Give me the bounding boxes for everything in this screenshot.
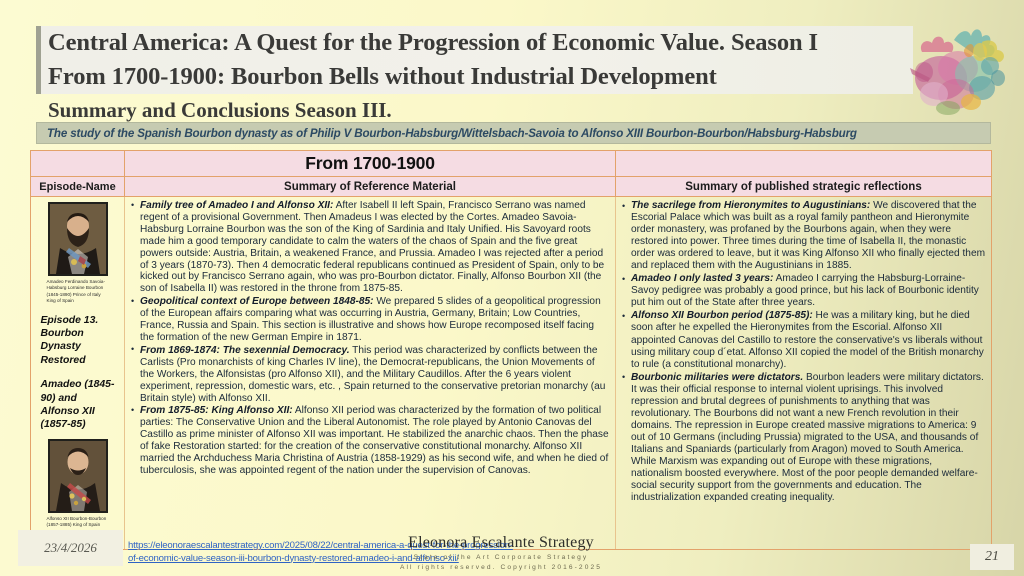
reflection-bullet-body: He was a military king, but he died soon… (631, 310, 984, 370)
column-header-reference-material: Summary of Reference Material (125, 177, 616, 197)
reflection-bullet-lead: Alfonso XII Bourbon period (1875-85): (631, 310, 813, 322)
reference-bullet-body: We prepared 5 slides of a geopolitical p… (140, 296, 601, 343)
reflection-bullet-item: Amadeo I only lasted 3 years: Amadeo I c… (622, 273, 985, 309)
date-box: 23/4/2026 (18, 530, 123, 566)
portrait-amadeo-i (47, 202, 108, 276)
episode-subtitle: Amadeo (1845-90) and Alfonso XII (1857-8… (40, 379, 115, 431)
header-spacer-cell (31, 151, 125, 177)
column-header-strategic-reflections: Summary of published strategic reflectio… (616, 177, 991, 197)
reference-bullet-item: Family tree of Amadeo I and Alfonso XII:… (131, 199, 609, 295)
table-row: Amadeo Ferdinando Savoia-Habsburg Lorrai… (31, 197, 991, 549)
period-title: From 1700-1900 (305, 153, 435, 173)
reference-bullet-lead: Family tree of Amadeo I and Alfonso XII: (140, 200, 334, 211)
reflection-bullet-item: Bourbonic militaries were dictators. Bou… (622, 371, 985, 505)
header-spacer-cell-right (616, 151, 991, 177)
strategic-reflections-cell: The sacrilege from Hieronymites to Augus… (616, 197, 991, 549)
url-line-1[interactable]: https://eleonoraescalantestrategy.com/20… (128, 540, 513, 551)
reference-bullet-item: Geopolitical context of Europe between 1… (131, 296, 609, 344)
reflection-bullet-lead: Amadeo I only lasted 3 years: (631, 273, 774, 285)
reflection-bullet-body: Bourbon leaders were military dictators.… (631, 371, 984, 504)
reflection-bullet-lead: Bourbonic militaries were dictators. (631, 371, 804, 383)
reference-bullet-lead: From 1869-1874: The sexennial Democracy. (140, 344, 350, 356)
page-number-box: 21 (970, 544, 1014, 570)
reference-bullet-body: Alfonso XII period was characterized by … (140, 405, 609, 476)
reflection-bullet-body: We discovered that the Escorial Palace w… (631, 200, 986, 272)
reflection-bullet-body: Amadeo I carrying the Habsburg-Lorraine-… (631, 273, 979, 309)
page-title: Central America: A Quest for the Progres… (48, 26, 928, 124)
slide-date: 23/4/2026 (44, 540, 97, 555)
study-scope-ribbon: The study of the Spanish Bourbon dynasty… (36, 122, 991, 144)
page-subtitle: Summary and Conclusions Season III. (48, 98, 392, 122)
strategic-reflections-list: The sacrilege from Hieronymites to Augus… (622, 199, 986, 505)
portrait-caption-amadeo: Amadeo Ferdinando Savoia-Habsburg Lorrai… (46, 279, 105, 304)
portrait-caption-alfonso: Alfonso XII Bourbon-Bourbon (1857-1885) … (46, 515, 107, 528)
content-table: From 1700-1900 Episode-Name Summary of R… (30, 150, 992, 550)
column-header-episode-name: Episode-Name (31, 177, 125, 197)
reference-bullet-lead: From 1875-85: King Alfonso XII: (140, 405, 293, 417)
portrait-alfonso-xii (47, 438, 108, 513)
source-url-link[interactable]: https://eleonoraescalantestrategy.com/20… (128, 540, 513, 565)
reference-bullet-lead: Geopolitical context of Europe between 1… (140, 296, 374, 308)
reflection-bullet-item: The sacrilege from Hieronymites to Augus… (622, 199, 986, 272)
reference-bullet-item: From 1869-1874: The sexennial Democracy.… (131, 344, 609, 405)
reference-material-list: Family tree of Amadeo I and Alfonso XII:… (131, 199, 609, 477)
table-header-row-columns: Episode-Name Summary of Reference Materi… (31, 177, 991, 197)
episode-cell: Amadeo Ferdinando Savoia-Habsburg Lorrai… (31, 197, 125, 549)
title-line-2: From 1700-1900: Bourbon Bells without In… (48, 63, 717, 90)
reference-bullet-body: This period was characterized by conflic… (140, 344, 606, 404)
table-header-row-period: From 1700-1900 (31, 151, 991, 177)
ribbon-text: The study of the Spanish Bourbon dynasty… (47, 126, 857, 140)
title-line-1: Central America: A Quest for the Progres… (48, 29, 818, 56)
title-band (36, 26, 913, 94)
period-title-cell: From 1700-1900 (125, 151, 616, 177)
reference-bullet-item: From 1875-85: King Alfonso XII: Alfonso … (131, 405, 609, 476)
episode-title: Episode 13. Bourbon Dynasty Restored (40, 314, 99, 366)
reflection-bullet-item: Alfonso XII Bourbon period (1875-85): He… (622, 310, 985, 370)
reference-bullet-body: After Isabell II left Spain, Francisco S… (140, 200, 605, 295)
url-line-2[interactable]: of-economic-value-season-iii-bourbon-dyn… (128, 552, 459, 564)
reference-material-cell: Family tree of Amadeo I and Alfonso XII:… (125, 197, 616, 549)
reflection-bullet-lead: The sacrilege from Hieronymites to Augus… (631, 200, 871, 211)
page-number: 21 (985, 549, 999, 564)
